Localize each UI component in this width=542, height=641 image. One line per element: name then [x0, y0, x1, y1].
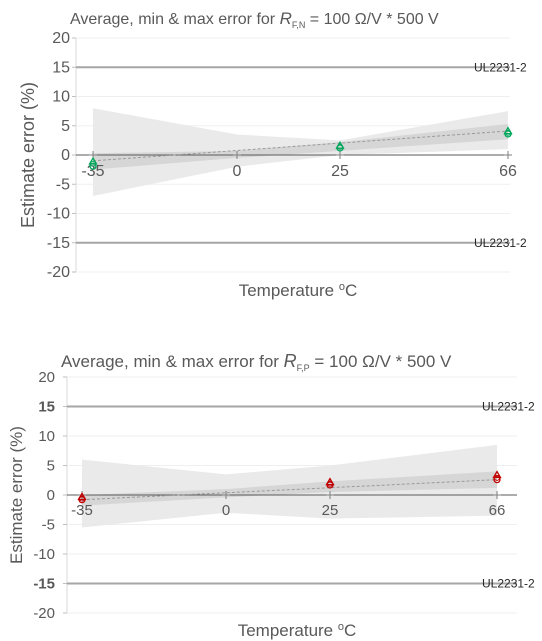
marker-min	[78, 496, 86, 504]
limit-label: UL2231-2	[474, 60, 527, 74]
chart-title-subscript: F,P	[297, 363, 310, 373]
y-tick-label: -15	[47, 235, 70, 252]
x-tick-label: 25	[322, 502, 339, 519]
limit-label: UL2231-2	[474, 236, 527, 250]
marker-min	[89, 162, 97, 170]
y-tick-label: -20	[33, 605, 55, 622]
marker-avg	[327, 480, 333, 487]
marker-max	[88, 156, 98, 165]
x-tick-label: -35	[81, 163, 104, 180]
y-tick-label: 20	[52, 30, 70, 47]
chart-title-subscript: F,N	[292, 20, 306, 30]
error-band-inner	[82, 471, 497, 506]
y-tick-label: -5	[42, 517, 55, 534]
y-tick-label: 10	[38, 428, 55, 445]
chart-title-symbol: R	[284, 351, 297, 371]
x-tick-label: 66	[489, 502, 506, 519]
marker-min	[504, 130, 512, 138]
y-tick-label: 5	[61, 118, 70, 135]
x-axis-label: Temperature oC	[238, 621, 357, 640]
x-tick-label: 25	[331, 163, 349, 180]
trend-line	[81, 479, 498, 501]
limit-label: UL2231-2	[482, 577, 535, 591]
x-axis-label-text: Temperature	[238, 621, 338, 640]
y-tick-label: 0	[61, 147, 70, 164]
y-axis-label: Estimate error (%)	[18, 82, 38, 228]
chart-rfn: Average, min & max error for RF,N = 100 …	[18, 9, 527, 300]
marker-avg	[337, 143, 343, 150]
y-tick-label: 15	[52, 59, 70, 76]
x-tick-label: -35	[71, 502, 93, 519]
x-axis-label-text: Temperature	[239, 281, 339, 300]
marker-avg	[79, 495, 85, 502]
marker-min	[336, 144, 344, 152]
y-tick-label: 0	[47, 487, 55, 504]
x-tick-label: 0	[222, 502, 230, 519]
x-axis-label-sup: o	[338, 621, 344, 633]
limit-label: UL2231-2	[482, 400, 535, 414]
chart-title: Average, min & max error for RF,N = 100 …	[70, 9, 439, 30]
y-tick-label: 15	[38, 399, 55, 416]
trend-line	[92, 130, 509, 162]
marker-avg	[494, 474, 500, 481]
x-axis-label-sup: o	[339, 281, 345, 293]
error-band-inner	[93, 123, 508, 170]
chart-title-suffix: = 100 Ω/V * 500 V	[305, 11, 439, 28]
x-axis-label-unit: C	[344, 621, 356, 640]
y-tick-label: -10	[47, 206, 70, 223]
x-axis-label-unit: C	[345, 281, 357, 300]
chart-title-prefix: Average, min & max error for	[61, 352, 284, 371]
y-tick-label: -10	[33, 546, 55, 563]
y-tick-label: -20	[47, 264, 70, 281]
x-axis-label: Temperature oC	[239, 281, 358, 300]
y-tick-label: -5	[56, 176, 70, 193]
y-tick-label: 10	[52, 89, 70, 106]
marker-min	[493, 476, 501, 484]
chart-title-symbol: R	[280, 9, 292, 28]
y-axis-label: Estimate error (%)	[7, 426, 26, 564]
chart-title-suffix: = 100 Ω/V * 500 V	[310, 352, 452, 371]
y-tick-label: 5	[47, 458, 55, 475]
marker-avg	[505, 129, 511, 136]
y-tick-label: 20	[38, 369, 55, 386]
y-tick-label: -15	[33, 576, 55, 593]
chart-rfp: Average, min & max error for RF,P = 100 …	[7, 351, 535, 640]
x-tick-label: 0	[233, 163, 242, 180]
marker-min	[326, 481, 334, 489]
marker-max	[492, 470, 502, 479]
chart-title: Average, min & max error for RF,P = 100 …	[61, 351, 452, 373]
x-tick-label: 66	[499, 163, 517, 180]
chart-title-prefix: Average, min & max error for	[70, 11, 280, 28]
marker-avg	[90, 160, 96, 167]
